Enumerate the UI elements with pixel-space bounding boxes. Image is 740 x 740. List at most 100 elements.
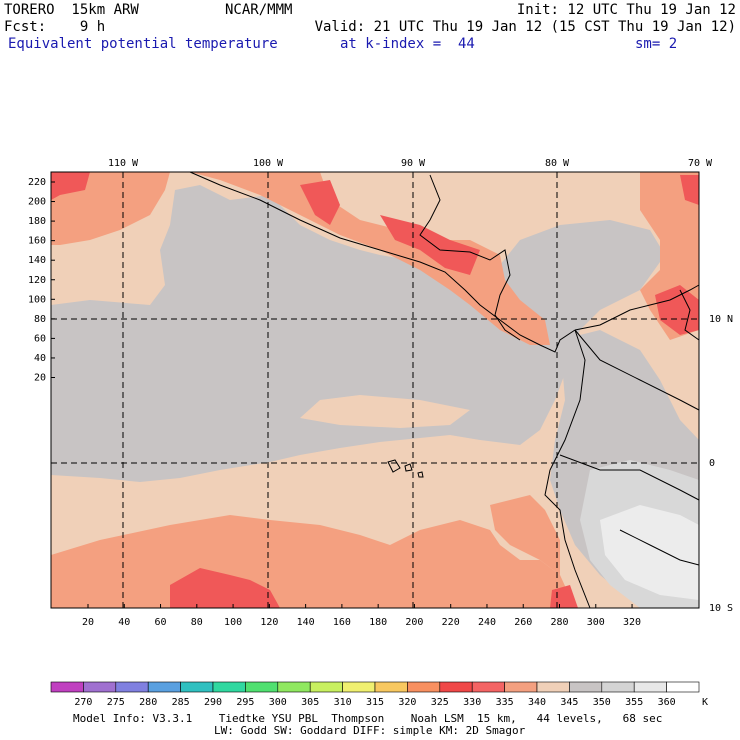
red-patch-northeast: [655, 285, 699, 335]
color-bar-level: 315: [366, 697, 384, 708]
tan-inclusion-north: [60, 245, 150, 285]
x-tick-label: 280: [550, 617, 568, 628]
color-bar-level: 270: [74, 697, 92, 708]
color-bar-level: 290: [204, 697, 222, 708]
x-tick-label: 200: [405, 617, 423, 628]
init-time: Init: 12 UTC Thu 19 Jan 12: [516, 2, 736, 18]
color-bar-box: [569, 681, 603, 693]
color-bar-level: 360: [658, 697, 676, 708]
color-bar-level: 300: [269, 697, 287, 708]
color-bar-box: [633, 681, 667, 693]
y-tick-label: 40: [34, 353, 46, 364]
map-frame: [50, 171, 700, 609]
x-tick-label: 160: [333, 617, 351, 628]
x-tick-label: 240: [478, 617, 496, 628]
color-bar: 270 275 280 285 290 295 300 305 310 315 320 325 330 3…: [50, 681, 708, 708]
color-bar-level: 335: [496, 697, 514, 708]
color-bar-level: 310: [334, 697, 352, 708]
x-tick-label: 140: [297, 617, 315, 628]
top-lon-label: 100 W: [253, 158, 284, 169]
x-tick-label: 80: [191, 617, 203, 628]
red-patch-south: [170, 568, 280, 608]
red-patch-venezuela: [680, 175, 699, 205]
red-patch-northwest: [51, 172, 90, 200]
right-lat-label: 10 S: [709, 603, 733, 614]
level-label: at k-index = 44: [340, 36, 475, 52]
x-tick-label: 300: [587, 617, 605, 628]
x-tick-label: 100: [224, 617, 242, 628]
color-bar-box: [245, 681, 279, 693]
x-tick-label: 320: [623, 617, 641, 628]
color-bar-level: 285: [172, 697, 190, 708]
graticule: [51, 172, 699, 608]
top-lon-label: 80 W: [545, 158, 570, 169]
bottom-x-tick-labels: 20 40 60 80 100 120 140 160 180 200 220 240 260 280 30…: [82, 604, 641, 628]
left-y-tick-labels: 220 200 180 160 140 120 100 80 60 40 20: [28, 177, 55, 384]
color-bar-level: 325: [431, 697, 449, 708]
forecast-hour: Fcst: 9 h: [4, 19, 106, 35]
valid-time: Valid: 21 UTC Thu 19 Jan 12 (15 CST Thu …: [314, 19, 736, 35]
y-tick-label: 60: [34, 333, 46, 344]
model-title: TORERO 15km ARW: [4, 2, 139, 18]
color-bar-box: [504, 681, 538, 693]
coastlines: [189, 171, 700, 609]
color-bar-box: [180, 681, 214, 693]
red-patch-guatemala: [380, 215, 480, 275]
color-bar-level: 280: [139, 697, 157, 708]
color-bar-box: [601, 681, 635, 693]
x-tick-label: 180: [369, 617, 387, 628]
x-tick-label: 20: [82, 617, 94, 628]
salmon-region-mexico: [190, 172, 550, 345]
x-tick-label: 60: [155, 617, 167, 628]
org-label: NCAR/MMM: [225, 2, 293, 18]
x-tick-label: 260: [514, 617, 532, 628]
color-bar-box: [115, 681, 149, 693]
physics-info: LW: Godd SW: Goddard DIFF: simple KM: 2D…: [214, 724, 526, 737]
color-bar-box: [536, 681, 570, 693]
y-tick-label: 200: [28, 197, 46, 208]
color-bar-box: [147, 681, 181, 693]
y-tick-label: 160: [28, 236, 46, 247]
right-lat-label: 10 N: [709, 314, 733, 325]
y-tick-label: 100: [28, 294, 46, 305]
color-bar-box: [471, 681, 505, 693]
y-tick-label: 220: [28, 177, 46, 188]
y-tick-label: 20: [34, 373, 46, 384]
color-bar-level: 345: [560, 697, 578, 708]
near-white-region-andes: [600, 505, 699, 600]
salmon-region-east: [490, 495, 560, 575]
smoothing-label: sm= 2: [635, 36, 678, 52]
color-bar-level: 275: [107, 697, 125, 708]
field-name: Equivalent potential temperature: [8, 36, 278, 52]
y-tick-label: 120: [28, 275, 46, 286]
color-bar-level: 350: [593, 697, 611, 708]
color-bar-box: [50, 681, 84, 693]
color-bar-box: [342, 681, 376, 693]
x-tick-label: 40: [118, 617, 130, 628]
model-info: Model Info: V3.3.1 Tiedtke YSU PBL Thomp…: [73, 712, 663, 725]
color-bar-box: [309, 681, 343, 693]
x-tick-label: 220: [442, 617, 460, 628]
red-patch-mexico: [300, 180, 340, 225]
top-lon-label: 90 W: [401, 158, 426, 169]
color-bar-level: 330: [463, 697, 481, 708]
color-bar-box: [439, 681, 473, 693]
tan-inclusion: [300, 395, 470, 428]
top-lon-label: 70 W: [688, 158, 713, 169]
color-bar-level: 320: [398, 697, 416, 708]
y-tick-label: 180: [28, 216, 46, 227]
grey-region-band: [51, 185, 665, 482]
color-bar-box: [277, 681, 311, 693]
color-bar-box: [212, 681, 246, 693]
right-lat-label: 0: [709, 458, 715, 469]
color-bar-box: [666, 681, 700, 693]
color-bar-level: 295: [236, 697, 254, 708]
color-bar-level: 305: [301, 697, 319, 708]
y-tick-label: 80: [34, 314, 46, 325]
x-tick-label: 120: [260, 617, 278, 628]
y-tick-label: 140: [28, 255, 46, 266]
color-bar-box: [374, 681, 408, 693]
color-bar-level: 355: [625, 697, 643, 708]
color-bar-box: [407, 681, 441, 693]
